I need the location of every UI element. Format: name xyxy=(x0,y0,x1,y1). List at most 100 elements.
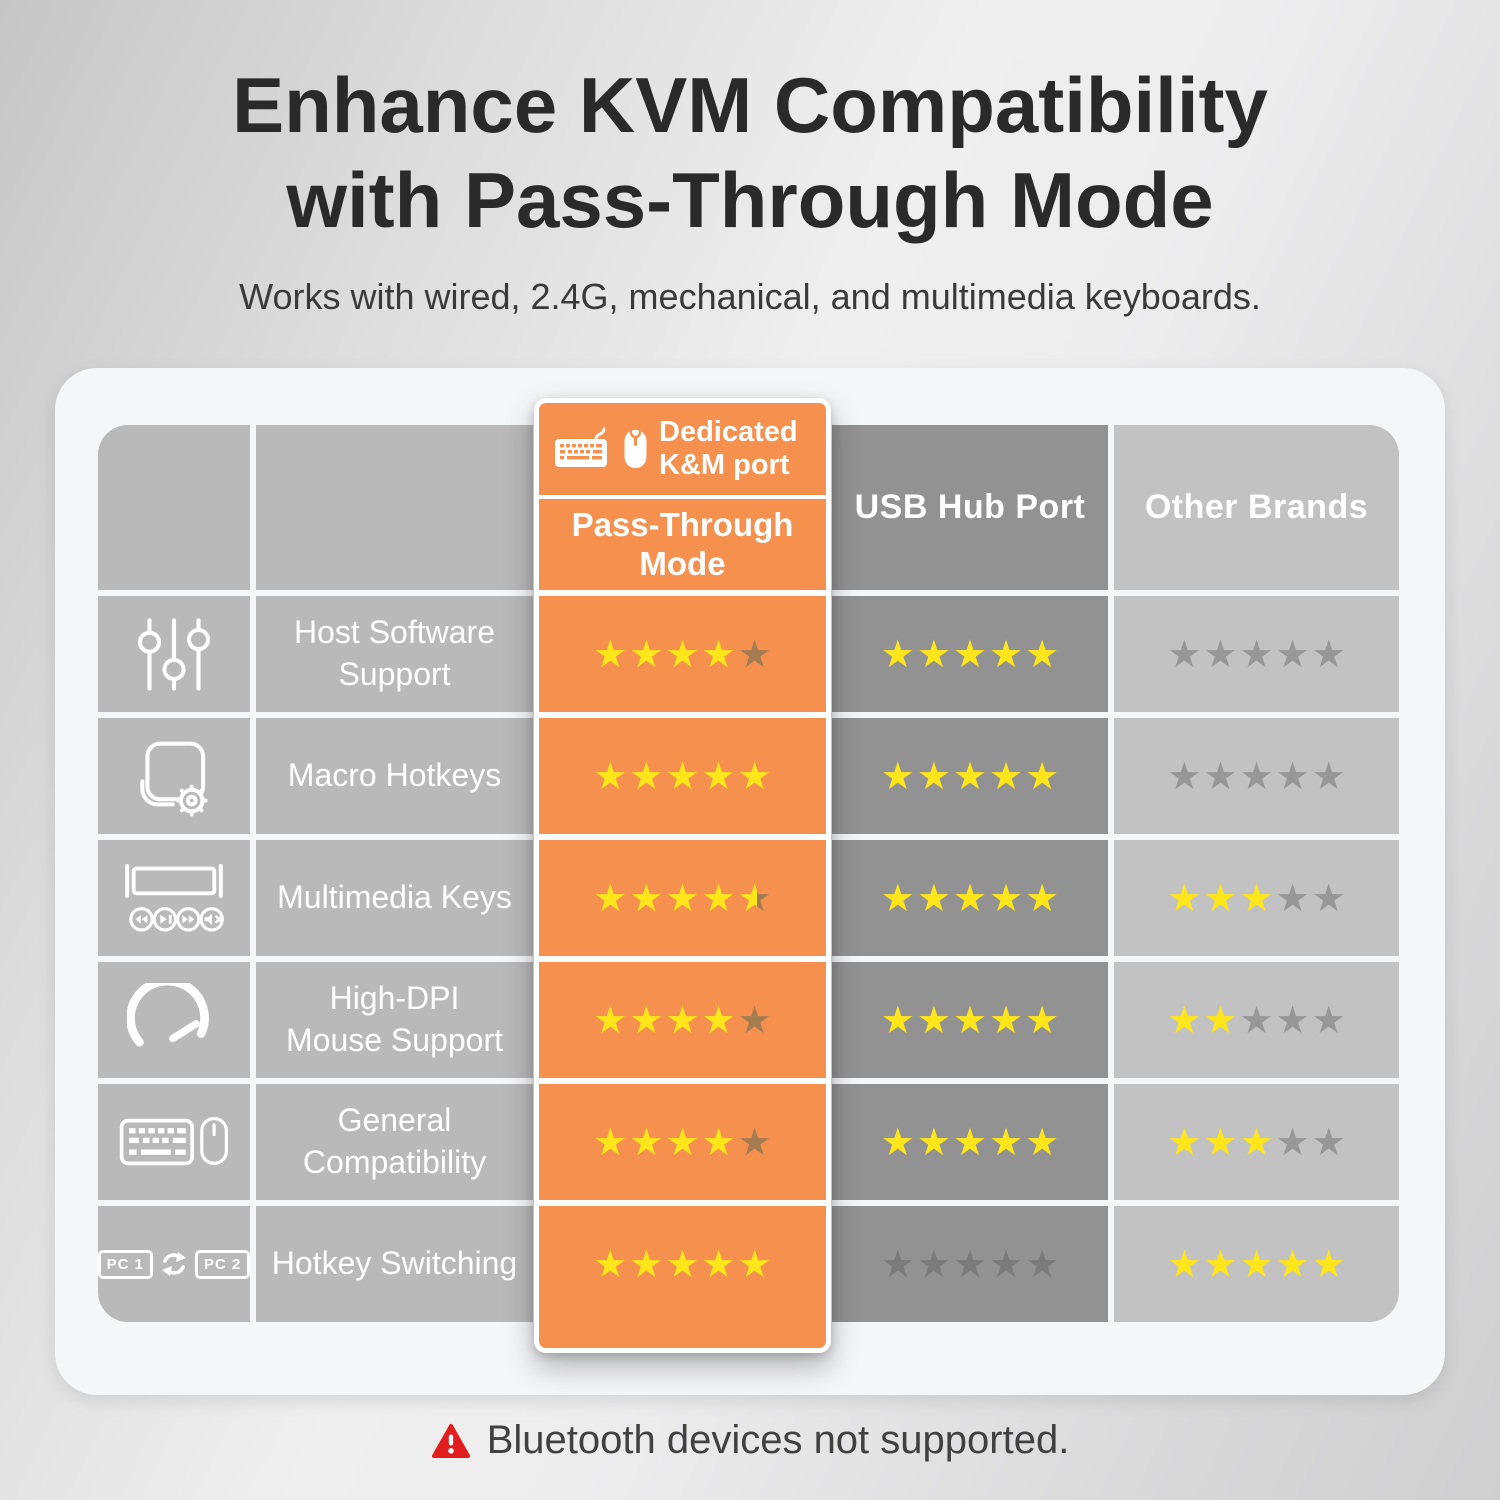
header-feature-cell xyxy=(256,425,533,590)
star-full: ★ xyxy=(665,754,700,798)
other-brands-stars: ★ ★ ★ ★ ★ xyxy=(1166,879,1346,917)
star-full: ★ xyxy=(989,632,1024,676)
rating-cell-usb-hub: ★ ★ ★ ★ ★ xyxy=(832,596,1108,712)
rating-cell-pass-through: ★ ★ ★ ★ ★ xyxy=(539,718,826,834)
star-full: ★ xyxy=(665,1120,700,1164)
pass-through-stars: ★ ★ ★ ★ ★ xyxy=(592,1245,772,1283)
usb-hub-stars: ★ ★ ★ ★ ★ xyxy=(880,1001,1060,1039)
rating-cell-usb-hub: ★ ★ ★ ★ ★ xyxy=(832,1206,1108,1322)
pass-through-stars: ★★★★★★ xyxy=(592,879,772,917)
star-full: ★ xyxy=(593,1120,628,1164)
pass-through-stars: ★ ★ ★ ★ ★ xyxy=(592,1123,772,1161)
star-full: ★ xyxy=(989,754,1024,798)
feature-label: High-DPI Mouse Support xyxy=(285,980,503,1058)
star-full: ★ xyxy=(629,876,664,920)
star-empty: ★ xyxy=(1311,876,1346,920)
rating-cell-other-brands: ★ ★ ★ ★ ★ xyxy=(1114,1084,1399,1200)
column-header-other-brands: Other Brands xyxy=(1114,425,1399,590)
star-full: ★ xyxy=(1239,1242,1274,1286)
star-full: ★ xyxy=(665,876,700,920)
star-full: ★ xyxy=(952,876,988,920)
dedicated-km-port-badge: Dedicated K&M port xyxy=(539,403,826,495)
divider xyxy=(539,956,826,962)
star-full: ★ xyxy=(916,1120,951,1164)
keyboard-icon xyxy=(554,427,612,471)
multimedia-keys-icon xyxy=(122,862,226,935)
usb-hub-port-label: USB Hub Port xyxy=(854,488,1086,526)
feature-label-cell: High-DPI Mouse Support xyxy=(256,962,533,1078)
star-full: ★ xyxy=(952,754,988,798)
rating-cell-pass-through: ★ ★ ★ ★ ★ xyxy=(539,596,826,712)
feature-label-cell: Host Software Support xyxy=(256,596,533,712)
star-full: ★ xyxy=(1311,1242,1346,1286)
other-brands-label: Other Brands xyxy=(1144,488,1369,526)
rating-cell-other-brands: ★ ★ ★ ★ ★ xyxy=(1114,718,1399,834)
star-full: ★ xyxy=(880,754,915,798)
star-empty: ★ xyxy=(1239,998,1274,1042)
usb-hub-stars: ★ ★ ★ ★ ★ xyxy=(880,1245,1060,1283)
other-brands-stars: ★ ★ ★ ★ ★ xyxy=(1166,1245,1346,1283)
divider xyxy=(539,1078,826,1084)
star-empty: ★ xyxy=(1203,754,1238,798)
star-full: ★ xyxy=(989,876,1024,920)
footnote-text: Bluetooth devices not supported. xyxy=(486,1418,1070,1462)
star-full: ★ xyxy=(629,754,664,798)
star-full: ★ xyxy=(701,1242,736,1286)
rating-cell-other-brands: ★ ★ ★ ★ ★ xyxy=(1114,596,1399,712)
usb-hub-stars: ★ ★ ★ ★ ★ xyxy=(880,1123,1060,1161)
pass-through-stars: ★ ★ ★ ★ ★ xyxy=(592,757,772,795)
star-full: ★ xyxy=(880,1120,915,1164)
star-full: ★ xyxy=(989,998,1024,1042)
other-brands-stars: ★ ★ ★ ★ ★ xyxy=(1166,1001,1346,1039)
feature-label: General Compatibility xyxy=(302,1102,487,1180)
feature-icon-cell xyxy=(98,596,250,712)
feature-label: Multimedia Keys xyxy=(277,879,512,916)
star-full: ★ xyxy=(629,632,664,676)
star-full: ★ xyxy=(701,998,736,1042)
star-full: ★ xyxy=(737,1242,772,1286)
star-full: ★ xyxy=(737,754,772,798)
feature-icon-cell xyxy=(98,962,250,1078)
star-full: ★ xyxy=(701,754,736,798)
star-empty: ★ xyxy=(1311,754,1346,798)
star-full: ★ xyxy=(952,998,988,1042)
feature-label: Hotkey Switching xyxy=(271,1245,518,1282)
star-full: ★ xyxy=(1167,1242,1202,1286)
feature-icon-cell: PC 1 PC 2 xyxy=(97,1206,251,1322)
mouse-icon xyxy=(622,428,649,470)
star-full: ★ xyxy=(593,876,628,920)
pass-through-column: Dedicated K&M port Pass-Through Mode ★ ★ ★… xyxy=(534,398,831,1353)
star-empty: ★ xyxy=(1311,998,1346,1042)
star-empty: ★ xyxy=(737,998,772,1042)
usb-hub-stars: ★ ★ ★ ★ ★ xyxy=(880,757,1060,795)
divider xyxy=(539,712,826,718)
comparison-card: USB Hub Port Other Brands Host Software … xyxy=(55,368,1445,1395)
keyboard-mouse-icon xyxy=(118,1111,230,1173)
divider xyxy=(539,1200,826,1206)
star-half: ★★ xyxy=(737,876,772,920)
star-full: ★ xyxy=(665,1242,700,1286)
star-empty: ★ xyxy=(1311,632,1346,676)
star-full: ★ xyxy=(701,876,736,920)
star-empty: ★ xyxy=(1311,1120,1346,1164)
high-dpi-icon xyxy=(127,983,221,1057)
star-full: ★ xyxy=(1239,876,1274,920)
star-empty: ★ xyxy=(1167,632,1202,676)
pc1-label: PC 1 xyxy=(97,1249,153,1279)
divider xyxy=(539,834,826,840)
rating-cell-usb-hub: ★ ★ ★ ★ ★ xyxy=(832,840,1108,956)
star-full: ★ xyxy=(989,1120,1024,1164)
rating-cell-other-brands: ★ ★ ★ ★ ★ xyxy=(1114,962,1399,1078)
star-full: ★ xyxy=(1025,998,1060,1042)
star-full: ★ xyxy=(665,998,700,1042)
star-empty: ★ xyxy=(737,632,772,676)
star-empty: ★ xyxy=(1167,754,1202,798)
star-empty: ★ xyxy=(1203,632,1238,676)
star-full: ★ xyxy=(1167,876,1202,920)
rating-cell-pass-through: ★ ★ ★ ★ ★ xyxy=(539,1206,826,1348)
star-empty: ★ xyxy=(1275,1120,1310,1164)
rating-cell-usb-hub: ★ ★ ★ ★ ★ xyxy=(832,962,1108,1078)
divider xyxy=(539,495,826,499)
pass-through-stars: ★ ★ ★ ★ ★ xyxy=(592,1001,772,1039)
divider xyxy=(539,590,826,596)
